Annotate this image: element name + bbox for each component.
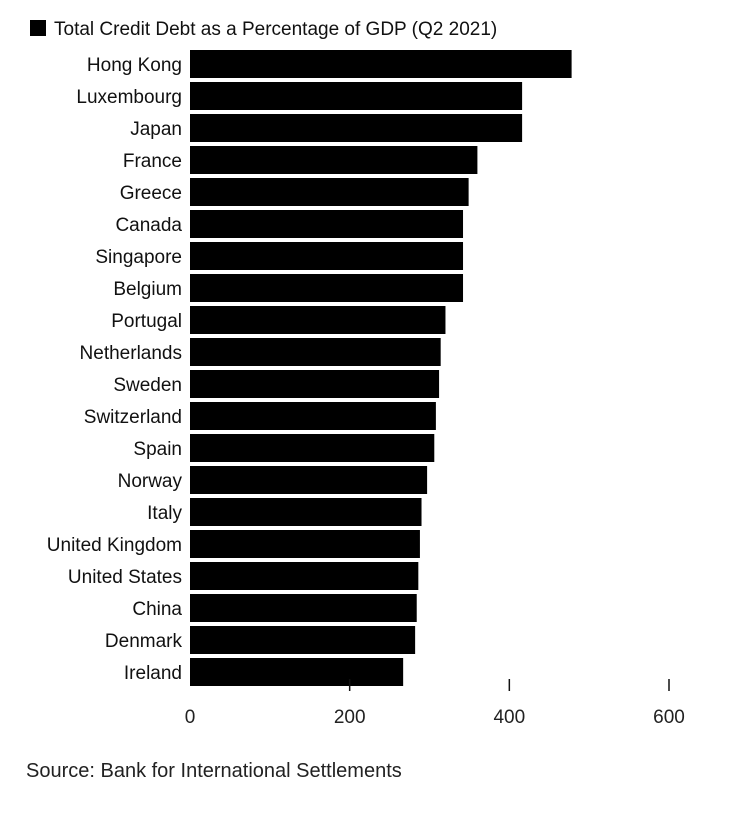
x-tick-label: 0 (185, 707, 196, 728)
bar-norway (190, 466, 428, 494)
legend: Total Credit Debt as a Percentage of GDP… (30, 19, 497, 40)
x-tick-label: 400 (493, 707, 525, 728)
legend-swatch (30, 20, 46, 36)
category-label: Greece (120, 183, 182, 204)
category-label: Netherlands (80, 343, 182, 364)
category-label: Sweden (113, 375, 182, 396)
bar-hong-kong (190, 50, 572, 78)
category-label: France (123, 151, 182, 172)
bar-united-states (190, 562, 419, 590)
category-label: Canada (115, 215, 182, 236)
bar-italy (190, 498, 422, 526)
source-note: Source: Bank for International Settlemen… (26, 760, 402, 782)
bar-canada (190, 210, 464, 238)
bar-spain (190, 434, 435, 462)
category-label: Portugal (111, 311, 182, 332)
x-axis: 0 200 400 600 (185, 679, 685, 728)
bar-switzerland (190, 402, 436, 430)
bar-netherlands (190, 338, 441, 366)
category-label: Japan (130, 119, 182, 140)
bar-france (190, 146, 478, 174)
category-label: Italy (147, 503, 182, 524)
bar-luxembourg (190, 82, 523, 110)
category-label: Hong Kong (87, 55, 182, 76)
category-label: Switzerland (84, 407, 182, 428)
bars (190, 50, 572, 686)
bar-belgium (190, 274, 464, 302)
bar-greece (190, 178, 469, 206)
category-label: Norway (118, 471, 183, 492)
bar-ireland (190, 658, 404, 686)
bar-united-kingdom (190, 530, 420, 558)
bar-china (190, 594, 417, 622)
legend-label: Total Credit Debt as a Percentage of GDP… (54, 19, 497, 40)
bar-sweden (190, 370, 440, 398)
x-tick-label: 600 (653, 707, 685, 728)
category-label: Ireland (124, 663, 182, 684)
x-tick-label: 200 (334, 707, 366, 728)
bar-portugal (190, 306, 446, 334)
category-label: United Kingdom (47, 535, 182, 556)
category-label: Spain (133, 439, 182, 460)
category-label: Singapore (95, 247, 182, 268)
category-label: United States (68, 567, 182, 588)
bar-japan (190, 114, 523, 142)
category-label: Luxembourg (76, 87, 182, 108)
category-label: China (132, 599, 182, 620)
category-labels: Hong Kong Luxembourg Japan France Greece Cana… (47, 55, 183, 684)
bar-singapore (190, 242, 464, 270)
bar-chart: Total Credit Debt as a Percentage of GDP… (30, 19, 685, 728)
bar-denmark (190, 626, 416, 654)
category-label: Denmark (105, 631, 183, 652)
category-label: Belgium (113, 279, 182, 300)
